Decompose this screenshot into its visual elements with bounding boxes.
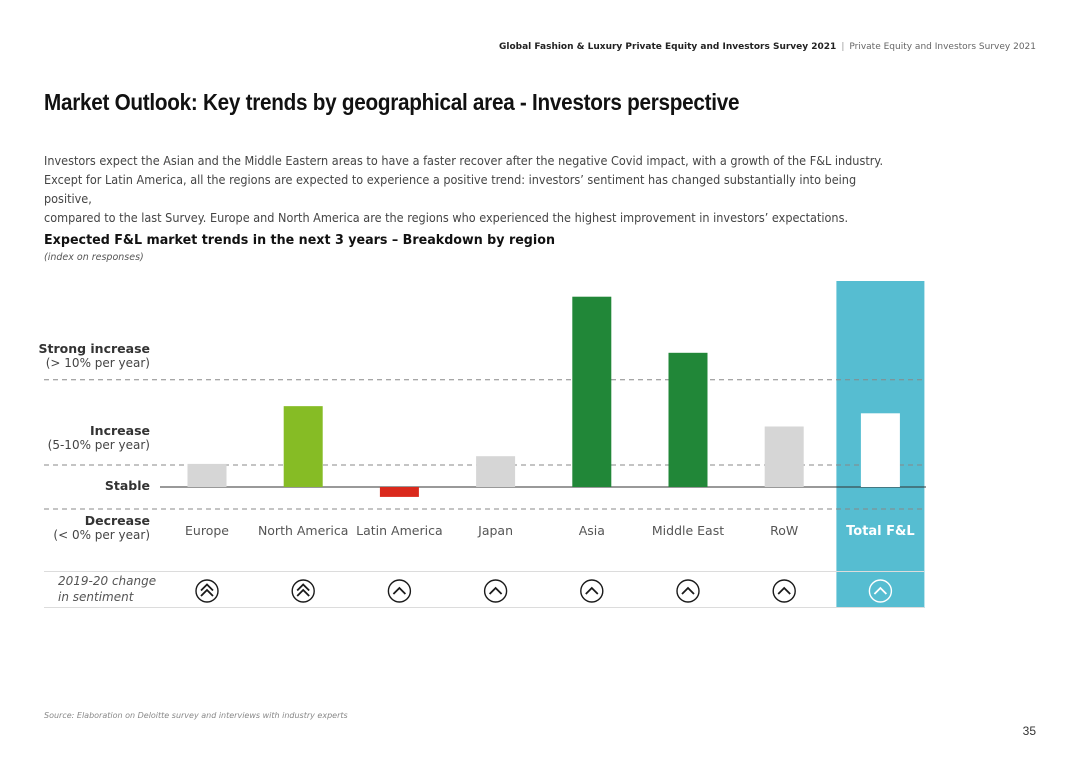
category-label: Europe	[185, 523, 229, 538]
y-level-increase: Increase (5-10% per year)	[48, 423, 150, 452]
source-note: Source: Elaboration on Deloitte survey a…	[44, 711, 348, 720]
y-level-desc: (5-10% per year)	[47, 438, 150, 452]
report-title: Global Fashion & Luxury Private Equity a…	[499, 42, 837, 52]
y-level-name: Decrease	[84, 513, 150, 528]
y-level-desc: (> 10% per year)	[45, 356, 150, 370]
y-level-name: Increase	[90, 423, 150, 438]
bar	[283, 406, 323, 487]
intro-line: compared to the last Survey. Europe and …	[44, 211, 849, 225]
sentiment-row-bottom-rule	[44, 607, 924, 608]
chevron-up-icon	[488, 586, 503, 595]
bar	[764, 426, 804, 487]
sentiment-icon-circle	[868, 579, 893, 603]
bar	[572, 296, 612, 487]
sentiment-icon-circle	[676, 579, 700, 603]
category-label: North America	[258, 523, 349, 538]
y-level-strong-increase: Strong increase (> 10% per year)	[38, 341, 150, 370]
sentiment-icon-circle	[195, 579, 219, 603]
bar	[379, 487, 419, 497]
bar	[668, 352, 708, 487]
intro-text: Investors expect the Asian and the Middl…	[44, 152, 890, 228]
header-separator: |	[841, 42, 845, 52]
report-header: Global Fashion & Luxury Private Equity a…	[499, 42, 1036, 52]
bar	[476, 456, 516, 487]
category-label: Middle East	[652, 523, 724, 538]
intro-line: Except for Latin America, all the region…	[44, 173, 857, 206]
category-label: Latin America	[356, 523, 442, 538]
chevron-up-icon	[296, 588, 310, 597]
page-title: Market Outlook: Key trends by geographic…	[44, 89, 740, 115]
chevron-up-icon	[873, 586, 888, 595]
chevron-up-icon	[296, 583, 310, 592]
sentiment-icon-circle	[772, 579, 796, 603]
chevron-up-icon	[585, 586, 599, 595]
chevron-up-icon	[681, 586, 695, 595]
sentiment-icon-circle	[580, 579, 604, 603]
report-subtitle: Private Equity and Investors Survey 2021	[849, 42, 1036, 52]
category-label: RoW	[770, 523, 798, 538]
y-level-desc: (< 0% per year)	[53, 528, 150, 542]
sentiment-label-line: in sentiment	[58, 590, 134, 604]
chevron-up-icon	[777, 586, 791, 595]
page-number: 35	[1022, 724, 1036, 738]
intro-line: Investors expect the Asian and the Middl…	[44, 154, 884, 168]
y-level-stable: Stable	[105, 478, 150, 493]
category-label: Japan	[477, 523, 513, 538]
category-label: Asia	[579, 523, 605, 538]
y-level-name: Stable	[104, 478, 150, 493]
chart-title: Expected F&L market trends in the next 3…	[44, 232, 556, 248]
y-level-decrease: Decrease (< 0% per year)	[53, 513, 150, 542]
bar	[187, 463, 227, 487]
sentiment-label-line: 2019-20 change	[58, 574, 157, 588]
chevron-up-icon	[392, 586, 407, 595]
chart-subtitle: (index on responses)	[44, 252, 144, 263]
sentiment-icon-circle	[387, 579, 412, 603]
chevron-up-icon	[200, 583, 214, 592]
sentiment-row-top-rule	[44, 571, 924, 572]
bar	[860, 413, 900, 487]
sentiment-icon-circle	[291, 579, 315, 603]
sentiment-row-label: 2019-20 change in sentiment	[58, 573, 156, 605]
category-label: Total F&L	[846, 524, 915, 539]
y-level-name: Strong increase	[38, 341, 150, 356]
chevron-up-icon	[200, 588, 214, 597]
sentiment-icon-circle	[483, 579, 508, 603]
